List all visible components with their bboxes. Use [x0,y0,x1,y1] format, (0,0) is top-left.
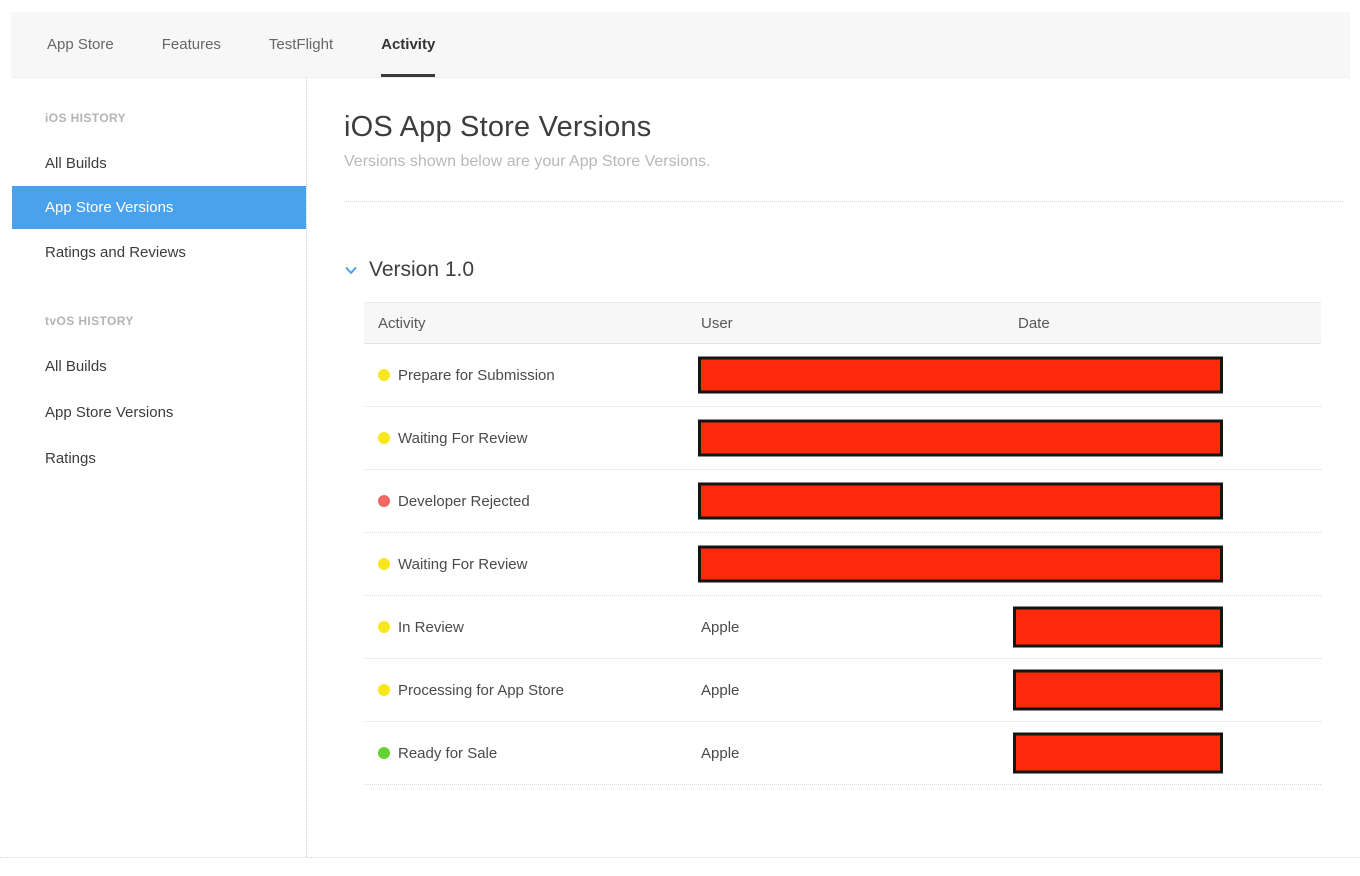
tab-testflight[interactable]: TestFlight [268,36,334,53]
activity-label: In Review [398,618,464,636]
sidebar: iOS HISTORY All Builds App Store Versions R… [0,78,307,857]
activity-label: Processing for App Store [398,681,564,699]
top-nav: App Store Features TestFlight Activity [11,12,1350,78]
status-dot-icon [378,558,390,570]
sidebar-item-ratings-and-reviews[interactable]: Ratings and Reviews [45,243,186,261]
table-row: Prepare for Submission [364,344,1321,407]
user-cell: Apple [701,618,740,636]
sidebar-section: tvOS HISTORY All Builds App Store Versions… [0,299,306,481]
tab-activity[interactable]: Activity [381,12,436,77]
column-header-activity: Activity [378,314,426,332]
column-header-user: User [701,314,733,332]
version-section-header[interactable]: Version 1.0 [344,258,1343,282]
sidebar-item-all-builds[interactable]: All Builds [45,154,107,172]
table-row: Waiting For Review [364,533,1321,596]
chevron-down-icon[interactable] [345,266,357,275]
activity-cell: Ready for Sale [364,745,698,762]
page-subtitle: Versions shown below are your App Store … [344,153,711,170]
sidebar-item-app-store-versions[interactable]: App Store Versions [45,403,174,421]
table-row: Processing for App Store Apple [364,659,1321,722]
status-dot-icon [378,495,390,507]
tab-app-store[interactable]: App Store [47,36,114,53]
redaction-box [698,545,1223,583]
status-dot-icon [378,747,390,759]
table-row: In Review Apple [364,596,1321,659]
activity-cell: In Review [364,619,698,636]
content-frame: iOS HISTORY All Builds App Store Versions R… [0,78,1360,858]
redaction-box [698,482,1223,520]
activity-table: Activity User Date Prepare for Submissio… [364,302,1321,785]
activity-cell: Waiting For Review [364,556,698,573]
table-row: Ready for Sale Apple [364,722,1321,785]
sidebar-section-heading: iOS HISTORY [45,111,127,125]
activity-label: Prepare for Submission [398,366,555,384]
status-dot-icon [378,369,390,381]
status-dot-icon [378,684,390,696]
activity-cell: Processing for App Store [364,682,698,699]
activity-cell: Developer Rejected [364,493,698,510]
redaction-box [698,419,1223,457]
status-dot-icon [378,432,390,444]
tab-features[interactable]: Features [161,36,221,53]
activity-cell: Waiting For Review [364,430,698,447]
activity-label: Ready for Sale [398,744,498,762]
column-header-date: Date [1018,314,1050,332]
redaction-box [698,356,1223,394]
redaction-box [1013,732,1223,774]
divider [344,201,1343,202]
sidebar-section: iOS HISTORY All Builds App Store Versions R… [0,96,306,275]
table-body: Prepare for Submission Waiting For Review… [364,344,1321,785]
main-panel: iOS App Store Versions Versions shown be… [307,78,1360,857]
activity-label: Developer Rejected [398,492,530,510]
table-row: Waiting For Review [364,407,1321,470]
version-title: Version 1.0 [369,258,475,281]
sidebar-item-app-store-versions[interactable]: App Store Versions [12,186,306,229]
table-header: Activity User Date [364,302,1321,344]
redaction-box [1013,606,1223,648]
table-row: Developer Rejected [364,470,1321,533]
status-dot-icon [378,621,390,633]
sidebar-section-heading: tvOS HISTORY [45,314,134,328]
activity-cell: Prepare for Submission [364,367,698,384]
activity-label: Waiting For Review [398,555,528,573]
sidebar-item-all-builds[interactable]: All Builds [45,357,107,375]
page-title: iOS App Store Versions [344,111,652,143]
user-cell: Apple [701,744,740,762]
redaction-box [1013,669,1223,711]
sidebar-item-ratings[interactable]: Ratings [45,449,96,467]
user-cell: Apple [701,681,740,699]
activity-label: Waiting For Review [398,429,528,447]
